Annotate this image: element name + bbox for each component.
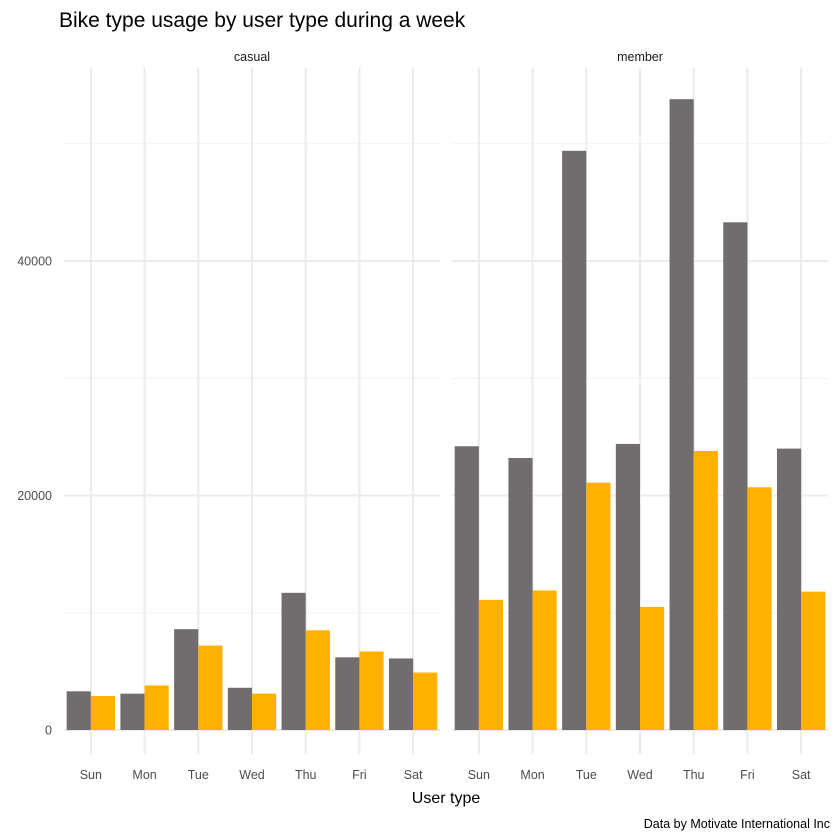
bar-member-series_1: [508, 457, 533, 730]
bar-member-series_1: [776, 448, 802, 730]
bar-casual-series_2: [144, 685, 169, 730]
x-tick-label: Sat: [792, 768, 811, 782]
bar-member-series_1: [669, 99, 694, 730]
y-tick-label: 40000: [17, 255, 52, 269]
bar-casual-series_2: [252, 693, 277, 730]
bar-casual-series_2: [90, 695, 116, 730]
bar-casual-series_2: [198, 645, 223, 730]
bar-casual-series_1: [227, 687, 252, 730]
bar-member-series_1: [454, 446, 479, 730]
bar-member-series_2: [640, 606, 665, 730]
x-tick-label: Mon: [132, 768, 156, 782]
bar-member-series_1: [723, 222, 748, 730]
bar-member-series_2: [478, 599, 504, 730]
x-tick-label: Thu: [683, 768, 705, 782]
bar-member-series_2: [747, 487, 772, 730]
bar-casual-series_2: [305, 630, 330, 730]
y-tick-label: 20000: [17, 489, 52, 503]
bar-member-series_2: [693, 450, 718, 730]
x-tick-label: Mon: [520, 768, 544, 782]
bar-casual-series_1: [66, 691, 91, 730]
bar-member-series_2: [586, 482, 611, 730]
bar-member-series_1: [615, 443, 640, 730]
x-tick-label: Sun: [468, 768, 490, 782]
bar-casual-series_1: [120, 693, 145, 730]
facet-strip-label: casual: [234, 50, 270, 64]
x-tick-label: Wed: [239, 768, 265, 782]
x-axis-label: User type: [412, 790, 481, 807]
y-tick-label: 0: [45, 724, 52, 738]
x-tick-label: Wed: [627, 768, 653, 782]
bar-member-series_1: [562, 150, 587, 730]
chart-title: Bike type usage by user type during a we…: [59, 9, 466, 32]
bar-member-series_2: [801, 591, 826, 730]
facet-strip-label: member: [617, 50, 663, 64]
x-tick-label: Tue: [188, 768, 209, 782]
bar-casual-series_1: [335, 657, 360, 730]
bar-casual-series_2: [359, 651, 384, 730]
x-tick-label: Tue: [576, 768, 597, 782]
bar-member-series_2: [532, 590, 557, 730]
x-tick-label: Sat: [404, 768, 423, 782]
bar-casual-series_2: [413, 672, 438, 730]
chart-panels: 0 20000 40000 casual Sun Mon Tue Wed Thu Fri Sat me…: [17, 50, 828, 782]
bar-casual-series_1: [281, 592, 306, 730]
x-tick-label: Sun: [80, 768, 102, 782]
x-tick-label: Fri: [740, 768, 755, 782]
x-tick-label: Thu: [295, 768, 317, 782]
x-tick-label: Fri: [352, 768, 367, 782]
chart-caption: Data by Motivate International Inc: [644, 817, 830, 831]
bar-casual-series_1: [174, 629, 199, 730]
bar-casual-series_1: [388, 658, 414, 730]
